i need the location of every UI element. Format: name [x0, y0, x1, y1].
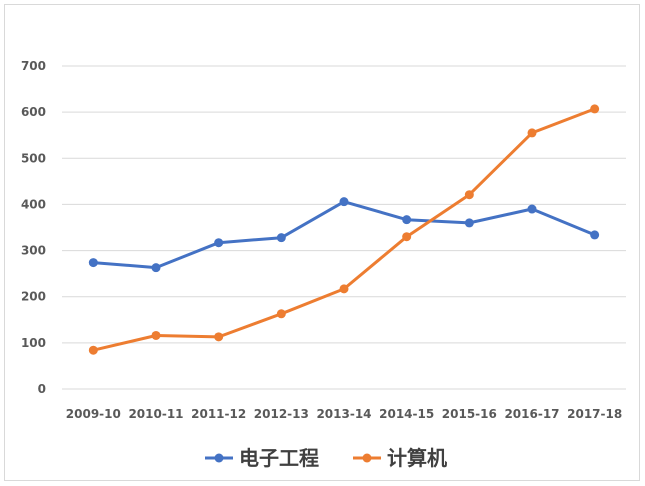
- data-point: [339, 197, 349, 207]
- legend-item: 计算机: [353, 446, 447, 470]
- series-0: [88, 197, 600, 273]
- x-tick-label: 2015-16: [442, 407, 497, 421]
- data-point: [464, 218, 474, 228]
- gridlines: [62, 65, 626, 390]
- legend: 电子工程 计算机: [205, 446, 447, 470]
- legend-label: 电子工程: [239, 446, 319, 470]
- y-tick-label: 0: [38, 382, 46, 396]
- legend-marker: [214, 453, 224, 463]
- series-line: [91, 107, 597, 352]
- data-point: [527, 128, 537, 138]
- legend-marker: [362, 453, 372, 463]
- data-point: [276, 309, 286, 319]
- y-tick-label: 300: [21, 244, 46, 258]
- x-tick-label: 2011-12: [191, 407, 246, 421]
- x-tick-label: 2010-11: [128, 407, 183, 421]
- x-tick-label: 2014-15: [379, 407, 434, 421]
- y-tick-label: 400: [21, 197, 46, 211]
- data-point: [214, 238, 224, 248]
- y-tick-label: 100: [21, 336, 46, 350]
- data-point: [402, 215, 412, 225]
- legend-label: 计算机: [387, 446, 447, 470]
- x-tick-label: 2017-18: [567, 407, 622, 421]
- data-point: [590, 104, 600, 114]
- data-point: [276, 233, 286, 243]
- series: [88, 104, 600, 355]
- y-tick-label: 600: [21, 105, 46, 119]
- data-point: [214, 332, 224, 342]
- data-point: [151, 330, 161, 340]
- data-point: [88, 258, 98, 268]
- x-tick-label: 2012-13: [254, 407, 309, 421]
- x-tick-label: 2016-17: [504, 407, 559, 421]
- data-point: [402, 232, 412, 242]
- data-point: [527, 204, 537, 214]
- y-axis-ticks: 0 100 200 300 400 500 600 700: [21, 59, 46, 396]
- data-point: [464, 190, 474, 200]
- x-axis-ticks: 2009-10 2010-11 2011-12 2012-13 2013-14 2014-…: [66, 407, 622, 421]
- x-tick-label: 2013-14: [316, 407, 371, 421]
- chart-frame: [4, 4, 640, 481]
- data-point: [590, 230, 600, 240]
- data-point: [151, 263, 161, 273]
- y-tick-label: 700: [21, 59, 46, 73]
- series-line: [91, 200, 597, 270]
- y-tick-label: 500: [21, 151, 46, 165]
- x-tick-label: 2009-10: [66, 407, 121, 421]
- data-point: [339, 284, 349, 294]
- series-1: [88, 104, 600, 355]
- y-tick-label: 200: [21, 290, 46, 304]
- legend-item: 电子工程: [205, 446, 319, 470]
- data-point: [88, 345, 98, 355]
